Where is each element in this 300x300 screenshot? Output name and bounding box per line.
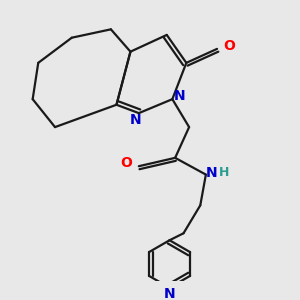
- Text: N: N: [130, 113, 142, 127]
- Text: H: H: [219, 166, 229, 179]
- Text: O: O: [120, 156, 132, 170]
- Text: N: N: [173, 89, 185, 103]
- Text: N: N: [206, 166, 217, 180]
- Text: N: N: [164, 287, 176, 300]
- Text: O: O: [224, 39, 236, 53]
